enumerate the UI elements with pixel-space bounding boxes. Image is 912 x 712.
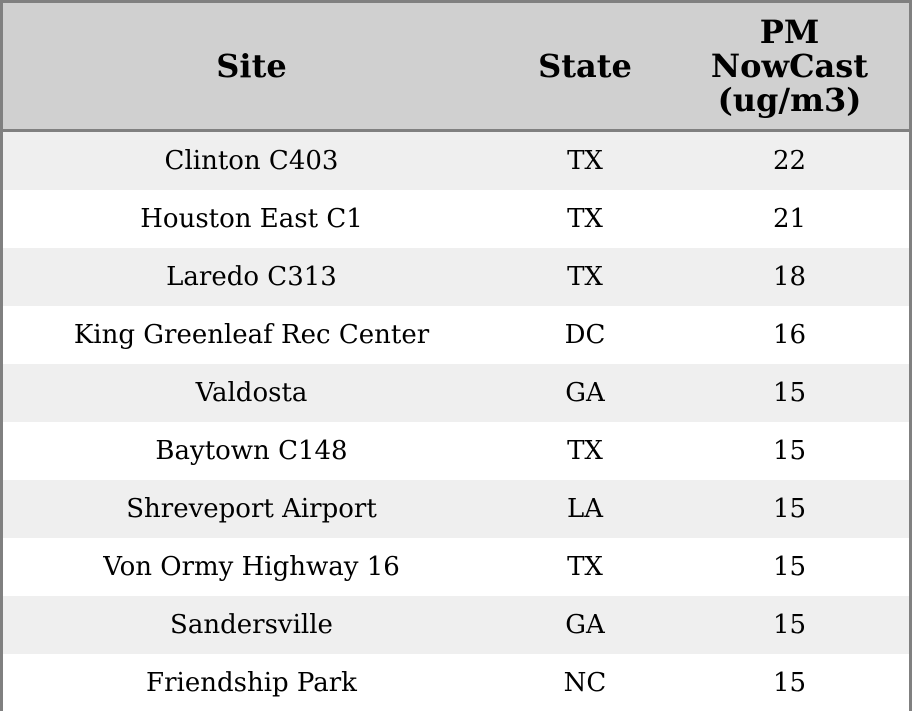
table-cell: 18 <box>670 248 909 306</box>
table-cell: 15 <box>670 480 909 538</box>
header-cell: State <box>500 3 670 131</box>
table-cell: Houston East C1 <box>3 190 500 248</box>
table-cell: Friendship Park <box>3 654 500 712</box>
table-cell: DC <box>500 306 670 364</box>
table-cell: GA <box>500 364 670 422</box>
table-cell: King Greenleaf Rec Center <box>3 306 500 364</box>
table-cell: 21 <box>670 190 909 248</box>
table-cell: 15 <box>670 596 909 654</box>
table-cell: 16 <box>670 306 909 364</box>
table-cell: LA <box>500 480 670 538</box>
table-cell: TX <box>500 190 670 248</box>
table-cell: GA <box>500 596 670 654</box>
table-cell: Laredo C313 <box>3 248 500 306</box>
header-cell: Site <box>3 3 500 131</box>
table-cell: NC <box>500 654 670 712</box>
table-cell: Von Ormy Highway 16 <box>3 538 500 596</box>
table-cell: TX <box>500 422 670 480</box>
table-cell: TX <box>500 131 670 191</box>
data-table: Site State PM NowCast (ug/m3) Clinton C403… <box>3 3 909 712</box>
table-cell: Clinton C403 <box>3 131 500 191</box>
table-cell: Baytown C148 <box>3 422 500 480</box>
table-cell: Sandersville <box>3 596 500 654</box>
table-cell: Valdosta <box>3 364 500 422</box>
table-cell: 15 <box>670 364 909 422</box>
table-cell: 15 <box>670 538 909 596</box>
header-cell: PM NowCast (ug/m3) <box>670 3 909 131</box>
table-cell: 15 <box>670 654 909 712</box>
table-cell: TX <box>500 538 670 596</box>
header-text: State <box>538 49 632 83</box>
header-row: Site State PM NowCast (ug/m3) <box>3 3 909 131</box>
table-cell: TX <box>500 248 670 306</box>
table-cell: Shreveport Airport <box>3 480 500 538</box>
table-cell: 15 <box>670 422 909 480</box>
table-cell: 22 <box>670 131 909 191</box>
header-text: Site <box>216 49 286 83</box>
header-text: PM NowCast (ug/m3) <box>697 15 882 117</box>
